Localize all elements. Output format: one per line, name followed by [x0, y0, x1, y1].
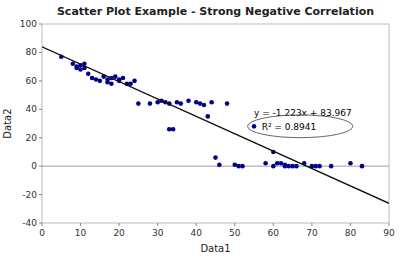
scatter-point	[179, 101, 184, 106]
x-axis-label: Data1	[200, 243, 230, 254]
scatter-point	[148, 101, 153, 106]
scatter-point	[263, 161, 268, 166]
x-tick	[389, 223, 390, 226]
y-tick	[39, 137, 42, 138]
y-tick-label: 40	[26, 104, 38, 114]
y-tick-label: 0	[31, 161, 37, 171]
annotation: R² = 0.8941	[262, 122, 317, 132]
scatter-point	[317, 164, 322, 169]
x-tick-label: 40	[190, 228, 202, 238]
x-tick-label: 70	[306, 228, 318, 238]
scatter-point	[225, 101, 230, 106]
scatter-point	[205, 114, 210, 119]
scatter-point	[294, 164, 299, 169]
y-tick	[39, 166, 42, 167]
scatter-point	[240, 164, 245, 169]
x-tick	[80, 223, 81, 226]
x-tick	[196, 223, 197, 226]
scatter-point	[132, 79, 137, 84]
scatter-point	[329, 164, 334, 169]
x-tick-label: 60	[268, 228, 280, 238]
scatter-point	[213, 155, 218, 160]
y-tick-label: 20	[26, 133, 38, 143]
scatter-point	[98, 79, 103, 84]
annotation: y = -1.223x + 83.967	[254, 108, 352, 118]
y-tick-label: -20	[22, 190, 37, 200]
y-axis-label: Data2	[2, 108, 13, 138]
x-tick	[273, 223, 274, 226]
zero-line	[42, 166, 389, 167]
scatter-point	[252, 124, 257, 129]
y-tick	[39, 223, 42, 224]
y-tick-label: 60	[26, 76, 38, 86]
x-tick-label: 30	[152, 228, 164, 238]
scatter-point	[171, 127, 176, 132]
x-tick	[234, 223, 235, 226]
x-tick-label: 20	[113, 228, 125, 238]
scatter-point	[121, 76, 126, 81]
scatter-point	[136, 101, 141, 106]
y-tick-label: 80	[26, 47, 38, 57]
x-tick	[157, 223, 158, 226]
trend-line	[42, 47, 389, 203]
x-tick-label: 50	[229, 228, 241, 238]
scatter-point	[209, 100, 214, 105]
annotation-ellipse	[248, 115, 353, 138]
y-tick	[39, 52, 42, 53]
scatter-point	[202, 103, 207, 108]
scatter-point	[271, 164, 276, 169]
y-tick-label: 100	[20, 19, 37, 29]
scatter-point	[109, 81, 114, 86]
x-tick-label: 10	[75, 228, 87, 238]
x-tick-label: 80	[345, 228, 357, 238]
title: Scatter Plot Example - Strong Negative C…	[57, 5, 374, 18]
plot-frame	[42, 24, 389, 223]
plot-area	[42, 47, 389, 203]
x-tick	[119, 223, 120, 226]
scatter-point	[348, 161, 353, 166]
y-tick	[39, 194, 42, 195]
x-tick-label: 0	[39, 228, 45, 238]
scatter-point	[217, 162, 222, 167]
y-tick	[39, 80, 42, 81]
y-tick-label: -40	[22, 218, 37, 228]
chart: Scatter Plot Example - Strong Negative C…	[0, 0, 403, 257]
scatter-point	[360, 164, 365, 169]
scatter-point	[113, 74, 118, 79]
y-tick	[39, 24, 42, 25]
x-tick	[311, 223, 312, 226]
x-tick	[350, 223, 351, 226]
y-tick	[39, 109, 42, 110]
scatter-point	[86, 71, 91, 76]
x-tick-label: 90	[383, 228, 395, 238]
scatter-point	[186, 98, 191, 103]
